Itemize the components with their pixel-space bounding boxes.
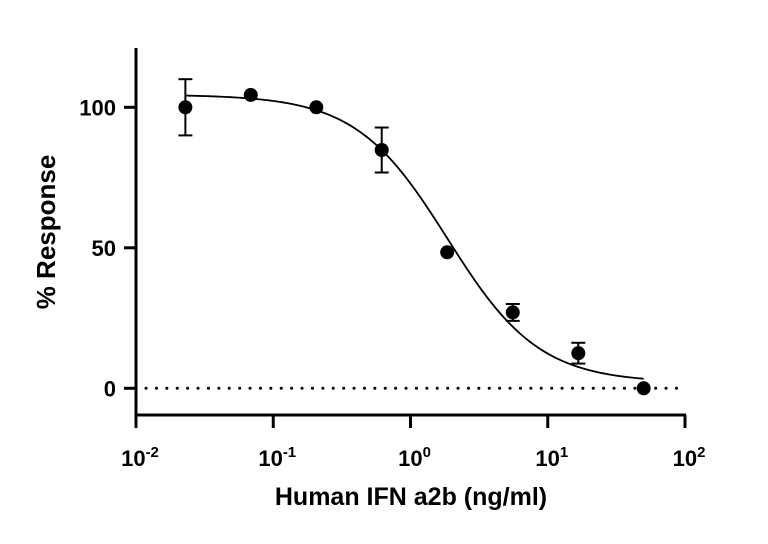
x-tick-label: 101 [535, 444, 568, 471]
data-point [243, 87, 258, 102]
x-tick-label: 10-1 [258, 444, 296, 471]
y-tick-label: 50 [92, 236, 116, 261]
axes [134, 48, 686, 417]
data-point [374, 143, 389, 158]
x-tick-label: 10-2 [121, 444, 159, 471]
data-point [505, 305, 520, 320]
data-point [178, 100, 193, 115]
x-ticks: 10-2 10-1 100 101 102 [121, 415, 705, 471]
y-axis-label: % Response [31, 155, 61, 310]
data-point [571, 346, 586, 361]
fit-curve [185, 94, 644, 380]
data-points [178, 78, 651, 396]
x-axis-label: Human IFN a2b (ng/ml) [275, 483, 547, 511]
x-tick-label: 100 [398, 444, 431, 471]
x-tick-label: 102 [673, 444, 706, 471]
data-point [636, 381, 651, 396]
y-tick-label: 0 [104, 376, 116, 401]
y-tick-label: 100 [79, 95, 116, 120]
y-ticks: 0 50 100 [79, 95, 136, 401]
data-point [440, 245, 455, 260]
data-point [309, 100, 324, 115]
